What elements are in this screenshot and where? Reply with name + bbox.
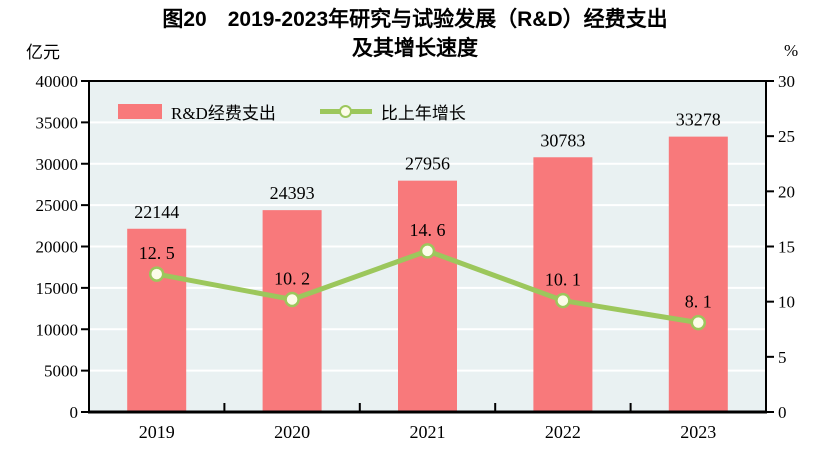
x-axis-category-label: 2021 bbox=[410, 422, 446, 442]
bar bbox=[668, 136, 728, 412]
x-axis-category-label: 2022 bbox=[545, 422, 581, 442]
left-axis-tick-label: 10000 bbox=[36, 320, 79, 339]
line-marker bbox=[555, 292, 571, 309]
left-axis-tick-label: 15000 bbox=[36, 279, 79, 298]
left-axis-tick-label: 35000 bbox=[36, 113, 79, 132]
bar bbox=[533, 157, 593, 412]
bar-value-label: 33278 bbox=[676, 110, 721, 130]
growth-value-label: 8. 1 bbox=[685, 292, 712, 312]
x-axis-category-label: 2023 bbox=[680, 422, 716, 442]
x-axis-category-label: 2019 bbox=[139, 422, 175, 442]
left-axis-unit: 亿元 bbox=[26, 43, 60, 62]
line-marker bbox=[284, 291, 300, 308]
right-axis-tick-label: 25 bbox=[778, 127, 795, 146]
bar bbox=[127, 228, 187, 412]
legend-label-line: 比上年增长 bbox=[380, 104, 466, 123]
chart-legend: R&D经费支出 比上年增长 bbox=[118, 99, 466, 124]
right-axis-tick-label: 15 bbox=[778, 238, 795, 257]
line-marker bbox=[690, 314, 707, 331]
bar-swatch-icon bbox=[118, 104, 162, 119]
growth-value-label: 12. 5 bbox=[139, 243, 175, 263]
bar-value-label: 24393 bbox=[270, 183, 315, 203]
growth-value-label: 10. 1 bbox=[545, 270, 581, 290]
legend-label-bar: R&D经费支出 bbox=[171, 104, 276, 123]
line-marker bbox=[148, 266, 165, 282]
right-axis-tick-label: 0 bbox=[778, 403, 787, 422]
bar bbox=[262, 210, 322, 412]
x-axis-category-label: 2020 bbox=[274, 422, 310, 442]
left-axis-tick-label: 30000 bbox=[36, 155, 79, 174]
growth-value-label: 14. 6 bbox=[410, 220, 446, 240]
left-axis-tick-label: 20000 bbox=[36, 238, 79, 257]
growth-value-label: 10. 2 bbox=[274, 268, 310, 288]
line-marker bbox=[419, 243, 436, 259]
chart-title-line1: 图20 2019-2023年研究与试验发展（R&D）经费支出 bbox=[162, 8, 668, 31]
line-marker-swatch-icon bbox=[319, 104, 372, 119]
legend-item-line: 比上年增长 bbox=[319, 99, 466, 124]
right-axis-tick-label: 20 bbox=[778, 182, 795, 201]
bar-value-label: 27956 bbox=[405, 154, 450, 174]
right-axis-unit: % bbox=[784, 41, 799, 60]
bar bbox=[398, 180, 457, 412]
left-axis-tick-label: 25000 bbox=[36, 196, 79, 215]
chart-title-line2: 及其增长速度 bbox=[352, 37, 478, 60]
left-axis-tick-label: 0 bbox=[70, 403, 79, 422]
left-axis-tick-label: 5000 bbox=[44, 362, 78, 381]
bar-value-label: 30783 bbox=[540, 130, 585, 150]
right-axis-tick-label: 5 bbox=[778, 348, 787, 367]
legend-item-bar: R&D经费支出 bbox=[118, 99, 276, 124]
line-swatch-dot bbox=[338, 105, 352, 118]
right-axis-tick-label: 30 bbox=[778, 72, 795, 91]
chart-title: 图20 2019-2023年研究与试验发展（R&D）经费支出 及其增长速度 bbox=[0, 5, 830, 63]
bar-value-label: 22144 bbox=[134, 202, 179, 222]
left-axis-tick-label: 40000 bbox=[36, 72, 79, 91]
right-axis-tick-label: 10 bbox=[778, 293, 795, 312]
